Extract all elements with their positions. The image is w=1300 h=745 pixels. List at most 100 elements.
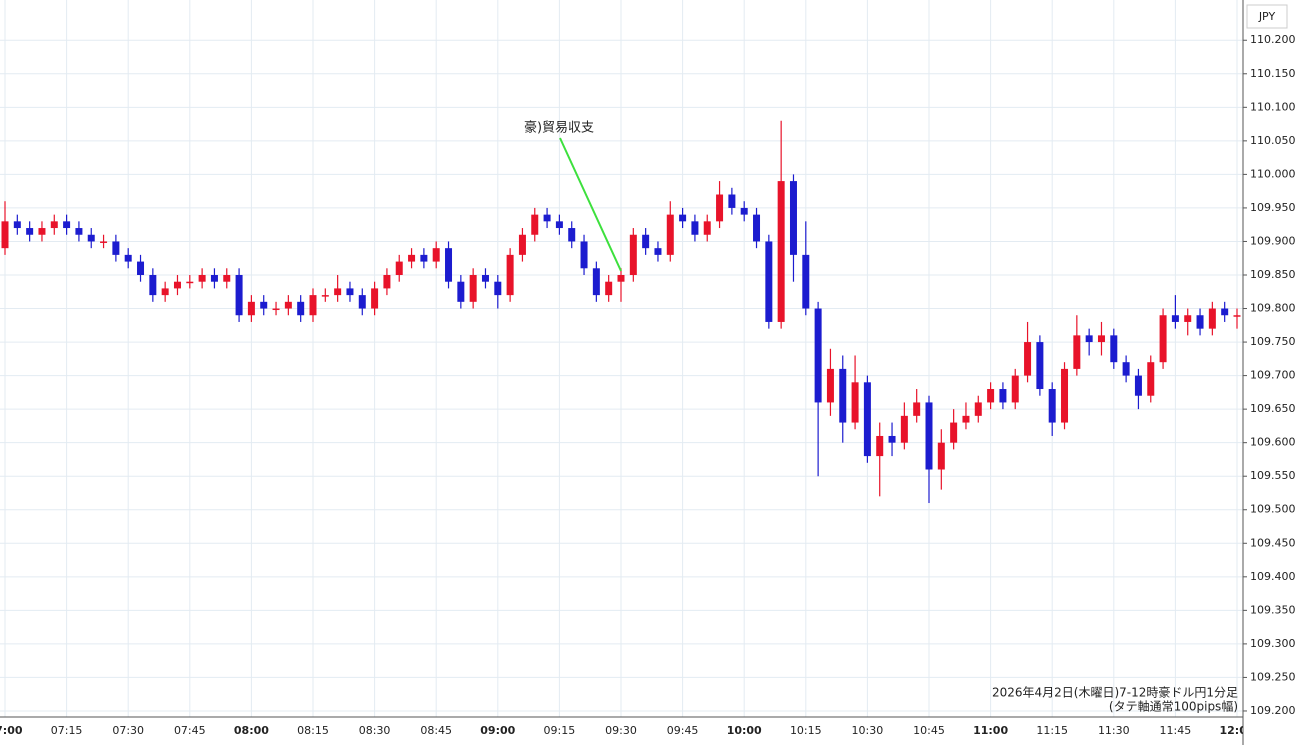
x-tick-label: 11:15 [1036,724,1068,737]
candle-body [999,389,1007,403]
candle-body [494,281,502,296]
candle-body [161,288,169,296]
candle-body [481,274,489,282]
y-tick-label: 109.650 [1250,402,1296,415]
candle-body [210,274,218,282]
candle-body [112,241,120,255]
candle-body [100,241,108,243]
candle-body [518,234,526,255]
candle-body [987,389,995,403]
candle-body [247,301,255,316]
candle-body [531,214,539,235]
x-tick-label: 07:45 [174,724,206,737]
candle-body [1196,315,1204,329]
candle-body [691,221,699,235]
x-tick-label: 08:45 [420,724,452,737]
x-tick-label: 12:00 [1219,724,1254,737]
candle-body [137,261,145,275]
candle-body [1024,342,1032,376]
x-tick-label: 10:00 [727,724,762,737]
candle-body [358,295,366,309]
candle-body [568,228,576,242]
candle-body [555,221,563,229]
candle-body [740,207,748,215]
candle-body [284,301,292,309]
y-tick-label: 109.250 [1250,670,1296,683]
candle-body [716,194,724,222]
candle-body [223,274,231,282]
candle-body [1134,375,1142,396]
candle-body [679,214,687,222]
candle-body [1147,362,1155,396]
x-tick-label: 11:45 [1160,724,1192,737]
candle-body [1073,335,1081,369]
y-tick-label: 109.200 [1250,704,1296,717]
candle-body [408,254,416,262]
candle-body [814,308,822,403]
x-tick-label: 09:15 [544,724,576,737]
y-tick-label: 110.100 [1250,100,1296,113]
candle-body [863,382,871,457]
candle-body [765,241,773,322]
candle-body [802,254,810,309]
y-tick-label: 110.200 [1250,33,1296,46]
candle-body [1122,362,1130,376]
candle-body [309,295,317,316]
candle-body [334,288,342,296]
candle-body [432,248,440,262]
x-labels: 07:00 07:15 07:30 07:45 08:00 08:15 08:30 08:45… [0,724,1254,737]
candle-body [925,402,933,470]
overlay: 2026年4月2日(木曜日)7-12時豪ドル円1分足 (タテ軸通常100pips… [524,120,1238,714]
candle-body [26,228,34,235]
candle-body [580,241,588,269]
candle-body [851,382,859,423]
candle-body [888,435,896,443]
y-tick-label: 109.500 [1250,503,1296,516]
y-tick-label: 109.400 [1250,570,1296,583]
y-tick-label: 109.300 [1250,637,1296,650]
candle-body [50,221,58,229]
candle-body [63,221,71,229]
candle-body [728,194,736,208]
y-tick-label: 109.700 [1250,369,1296,382]
candle-body [198,274,206,282]
candle-body [297,301,305,316]
candle-body [654,248,662,255]
candle-body [469,274,477,302]
x-tick-label: 08:00 [234,724,269,737]
x-tick-label: 07:15 [51,724,83,737]
x-tick-label: 07:30 [112,724,144,737]
candle-body [383,274,391,289]
candle-body [87,234,95,242]
candle-body [260,301,268,309]
candle-body [839,368,847,423]
candle-body [1036,342,1044,390]
x-tick-label: 10:30 [852,724,884,737]
y-tick-label: 110.150 [1250,67,1296,80]
x-tick-label: 10:15 [790,724,822,737]
candle-body [962,415,970,423]
candle-body [445,248,453,282]
candles [1,120,1241,504]
candle-body [642,234,650,249]
x-tick-label: 08:30 [359,724,391,737]
candle-body [666,214,674,255]
candle-body [13,221,21,229]
y-tick-label: 110.050 [1250,134,1296,147]
candle-body [420,254,428,262]
candle-body [173,281,181,289]
candle-body [124,254,132,262]
candle-body [321,295,329,297]
candle-body [38,228,46,235]
candle-body [605,281,613,296]
candle-body [457,281,465,302]
y-tick-label: 110.000 [1250,167,1296,180]
candle-body [703,221,711,235]
y-tick-label: 109.600 [1250,436,1296,449]
candle-body [1011,375,1019,403]
unit-box [1246,4,1288,29]
x-tick-label: 09:45 [667,724,699,737]
